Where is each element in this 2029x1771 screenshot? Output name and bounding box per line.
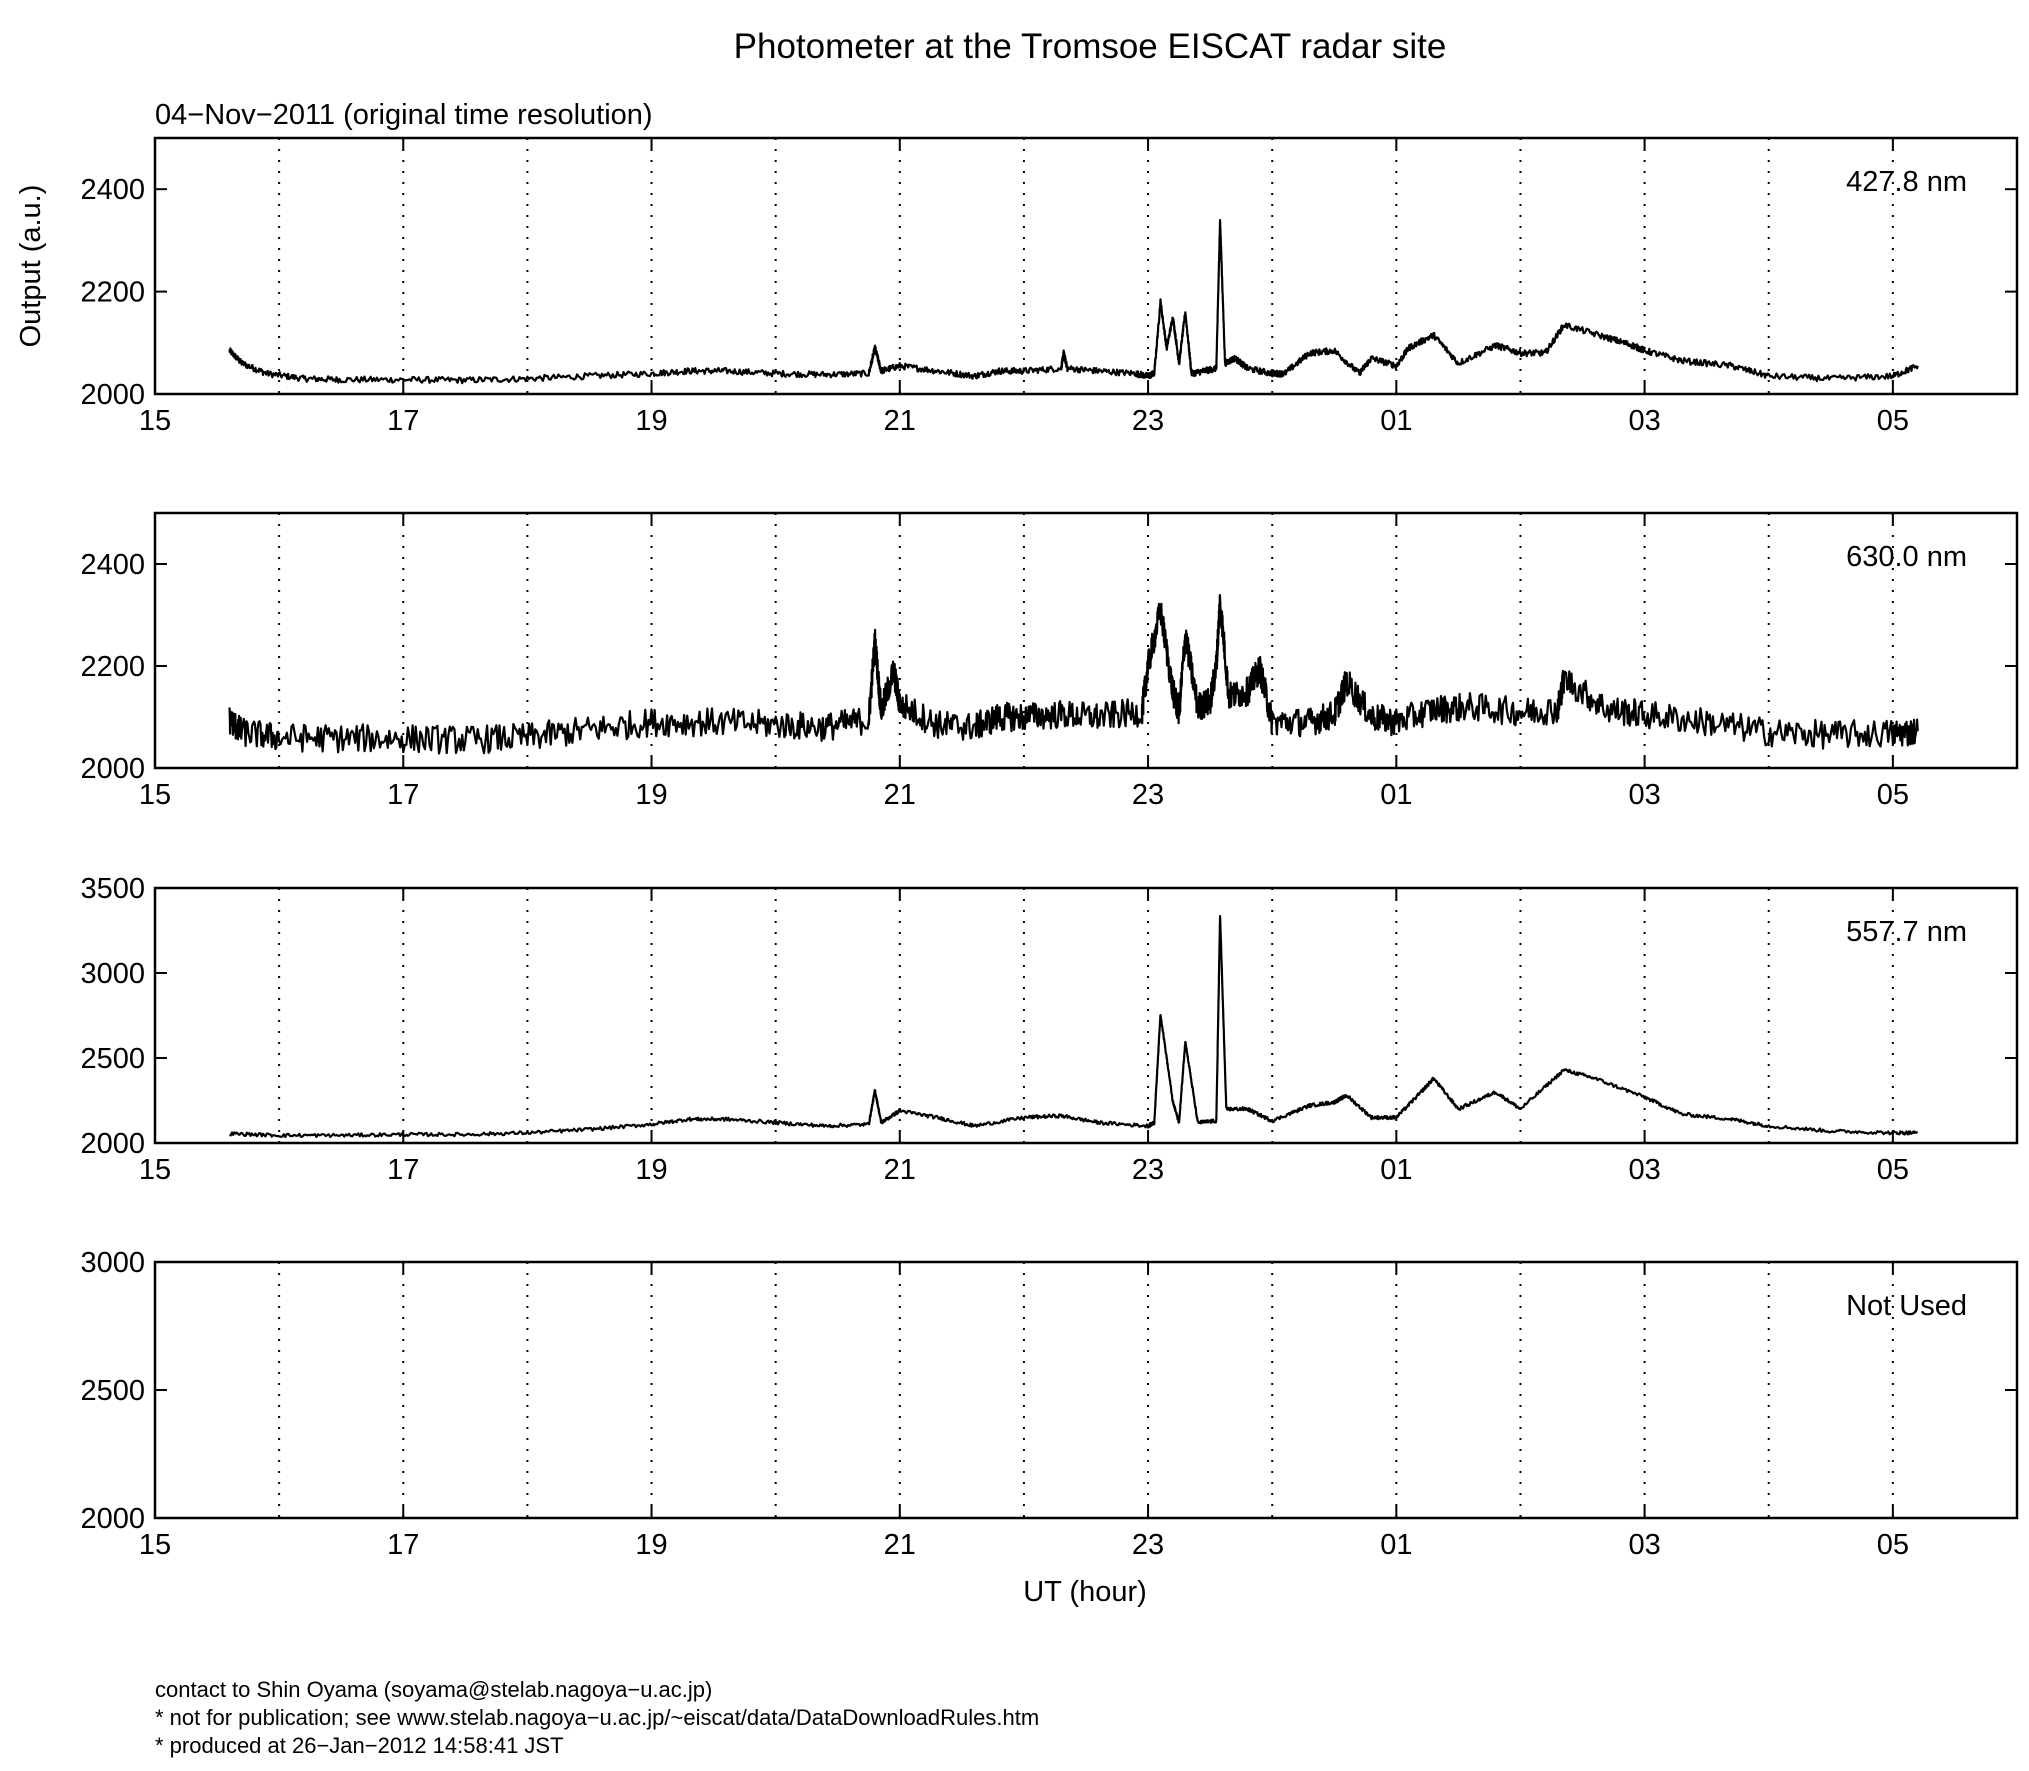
y-tick-label: 3500 (80, 873, 145, 905)
figure-title: Photometer at the Tromsoe EISCAT radar s… (734, 27, 1447, 66)
x-tick-label: 21 (884, 779, 916, 811)
x-tick-label: 17 (387, 779, 419, 811)
panel-frame (153, 136, 2019, 396)
x-tick-label: 05 (1877, 405, 1909, 437)
y-tick-label: 2000 (80, 753, 145, 785)
x-tick-label: 15 (139, 1154, 171, 1186)
panel-2: 15 17 19 21 23 01 03 05 2000 2200 2400 630.0 nm (80, 511, 2019, 811)
y-tick-label: 2500 (80, 1375, 145, 1407)
series-line (228, 594, 1919, 755)
x-tick-label: 05 (1877, 1529, 1909, 1561)
panel-3: 15 17 19 21 23 01 03 05 2000 2500 3000 3500 557.7 nm (80, 873, 2019, 1186)
x-tick-label: 01 (1380, 1529, 1412, 1561)
x-tick-label: 01 (1380, 405, 1412, 437)
x-tick-label: 17 (387, 405, 419, 437)
x-tick-label: 03 (1628, 405, 1660, 437)
x-tick-label: 05 (1877, 779, 1909, 811)
series-label: Not Used (1846, 1290, 1967, 1322)
panel-frame (153, 511, 2019, 770)
x-axis-label: UT (hour) (1023, 1576, 1147, 1608)
x-tick-label: 19 (635, 1529, 667, 1561)
footer-contact: contact to Shin Oyama (soyama@stelab.nag… (155, 1677, 713, 1702)
y-tick-label: 3000 (80, 958, 145, 990)
figure-subtitle: 04−Nov−2011 (original time resolution) (155, 99, 653, 131)
y-tick-label: 2200 (80, 277, 145, 309)
series-line (228, 219, 1919, 385)
x-tick-label: 23 (1132, 1529, 1164, 1561)
series-label: 427.8 nm (1846, 166, 1967, 198)
x-tick-label: 23 (1132, 405, 1164, 437)
x-tick-label: 03 (1628, 1529, 1660, 1561)
x-tick-label: 23 (1132, 779, 1164, 811)
x-tick-label: 19 (635, 1154, 667, 1186)
x-tick-label: 01 (1380, 779, 1412, 811)
y-tick-label: 2000 (80, 379, 145, 411)
y-tick-label: 2000 (80, 1128, 145, 1160)
x-tick-label: 15 (139, 405, 171, 437)
y-tick-label: 2400 (80, 549, 145, 581)
x-tick-label: 19 (635, 405, 667, 437)
x-tick-label: 15 (139, 1529, 171, 1561)
x-tick-label: 01 (1380, 1154, 1412, 1186)
footer-notice: * not for publication; see www.stelab.na… (155, 1705, 1040, 1730)
x-tick-label: 19 (635, 779, 667, 811)
x-tick-label: 03 (1628, 779, 1660, 811)
x-tick-label: 05 (1877, 1154, 1909, 1186)
y-tick-label: 2000 (80, 1503, 145, 1535)
x-tick-label: 23 (1132, 1154, 1164, 1186)
y-tick-label: 2200 (80, 651, 145, 683)
panel-1: 15 17 19 21 23 01 03 05 2000 2200 2400 427.8 nm (80, 136, 2019, 437)
y-tick-label: 3000 (80, 1247, 145, 1279)
series-label: 630.0 nm (1846, 541, 1967, 573)
x-tick-label: 15 (139, 779, 171, 811)
x-tick-label: 17 (387, 1529, 419, 1561)
y-axis-label: Output (a.u.) (15, 185, 47, 348)
footer-produced: * produced at 26−Jan−2012 14:58:41 JST (155, 1733, 564, 1758)
x-tick-label: 17 (387, 1154, 419, 1186)
panel-4: 15 17 19 21 23 01 03 05 2000 2500 3000 Not Used (80, 1247, 2019, 1561)
x-tick-label: 21 (884, 1154, 916, 1186)
y-tick-label: 2400 (80, 174, 145, 206)
panels: 15 17 19 21 23 01 03 05 2000 2200 2400 427.8 nm 15 17… (80, 136, 2019, 1561)
y-tick-label: 2500 (80, 1043, 145, 1075)
series-label: 557.7 nm (1846, 916, 1967, 948)
x-tick-label: 21 (884, 1529, 916, 1561)
panel-frame (153, 886, 2019, 1145)
x-tick-label: 03 (1628, 1154, 1660, 1186)
x-tick-label: 21 (884, 405, 916, 437)
panel-frame (153, 1260, 2019, 1520)
series-line (229, 915, 1919, 1139)
